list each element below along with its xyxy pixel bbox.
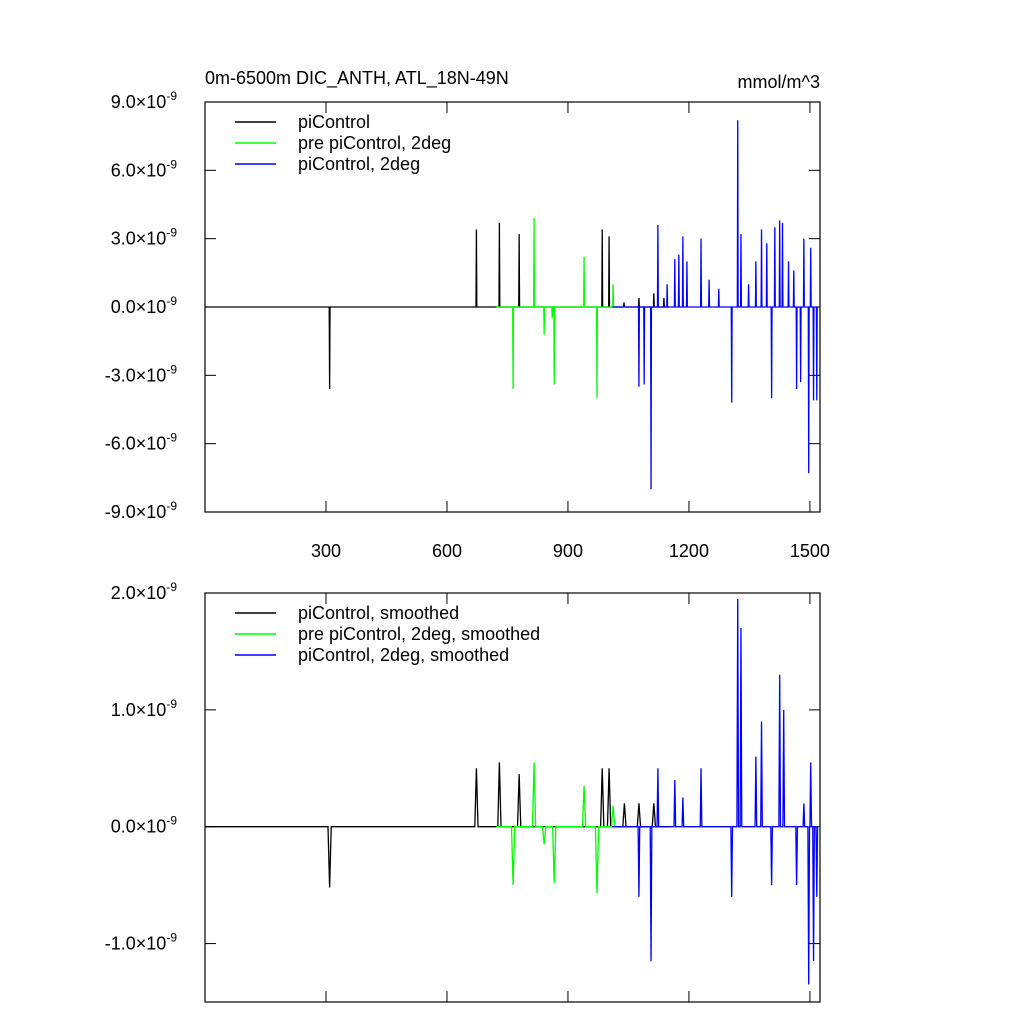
y-tick-label: -6.0×10-9 (105, 431, 178, 454)
plot-frame (204, 592, 821, 1003)
y-tick-label: 6.0×10-9 (111, 157, 178, 180)
y-tick-label: 2.0×10-9 (111, 580, 178, 603)
x-tick-label: 300 (311, 541, 341, 561)
y-tick-label: 1.0×10-9 (111, 697, 178, 720)
y-tick-label-base: 0.0×10 (111, 817, 167, 837)
y-tick-label-base: 9.0×10 (111, 92, 167, 112)
y-tick-label: -9.0×10-9 (105, 499, 178, 522)
x-tick-label: 900 (553, 541, 583, 561)
series-line (612, 598, 819, 985)
y-tick-label-base: 3.0×10 (111, 229, 167, 249)
chart-title: 0m-6500m DIC_ANTH, ATL_18N-49N (205, 68, 509, 89)
legend-label: piControl, 2deg (298, 154, 420, 174)
y-tick-label-base: 6.0×10 (111, 160, 167, 180)
x-tick-label: 1200 (669, 541, 709, 561)
y-tick-label: 9.0×10-9 (111, 89, 178, 112)
unit-label: mmol/m^3 (738, 72, 820, 92)
y-tick-label: -1.0×10-9 (105, 931, 178, 954)
y-tick-label-exponent: -9 (166, 697, 177, 711)
series-line (496, 762, 620, 894)
y-tick-label-base: -6.0×10 (105, 434, 167, 454)
y-tick-label-base: -9.0×10 (105, 502, 167, 522)
y-tick-label-base: 1.0×10 (111, 700, 167, 720)
legend-label: piControl, smoothed (298, 603, 459, 623)
y-tick-label: 0.0×10-9 (111, 294, 178, 317)
series-line (612, 120, 818, 490)
legend-label: piControl (298, 112, 370, 132)
legend-label: piControl, 2deg, smoothed (298, 645, 509, 665)
y-tick-label-exponent: -9 (166, 226, 177, 240)
y-tick-label: 0.0×10-9 (111, 814, 178, 837)
y-tick-label-exponent: -9 (166, 157, 177, 171)
series-line (205, 222, 669, 390)
x-tick-label: 600 (432, 541, 462, 561)
y-tick-label-base: -1.0×10 (105, 934, 167, 954)
y-tick-label-exponent: -9 (166, 580, 177, 594)
y-tick-label: -3.0×10-9 (105, 362, 178, 385)
y-tick-label-exponent: -9 (166, 931, 177, 945)
y-tick-label-exponent: -9 (166, 89, 177, 103)
y-tick-label-base: -3.0×10 (105, 365, 167, 385)
y-tick-label-exponent: -9 (166, 362, 177, 376)
series-line (205, 762, 669, 888)
y-tick-label-exponent: -9 (166, 431, 177, 445)
y-tick-label-exponent: -9 (166, 499, 177, 513)
y-tick-label-base: 0.0×10 (111, 297, 167, 317)
series-line (496, 218, 620, 399)
legend-label: pre piControl, 2deg (298, 133, 451, 153)
y-tick-label: 3.0×10-9 (111, 226, 178, 249)
y-tick-label-exponent: -9 (166, 814, 177, 828)
y-tick-label-exponent: -9 (166, 294, 177, 308)
legend-label: pre piControl, 2deg, smoothed (298, 624, 540, 644)
x-tick-label: 1500 (790, 541, 830, 561)
y-tick-label-base: 2.0×10 (111, 583, 167, 603)
